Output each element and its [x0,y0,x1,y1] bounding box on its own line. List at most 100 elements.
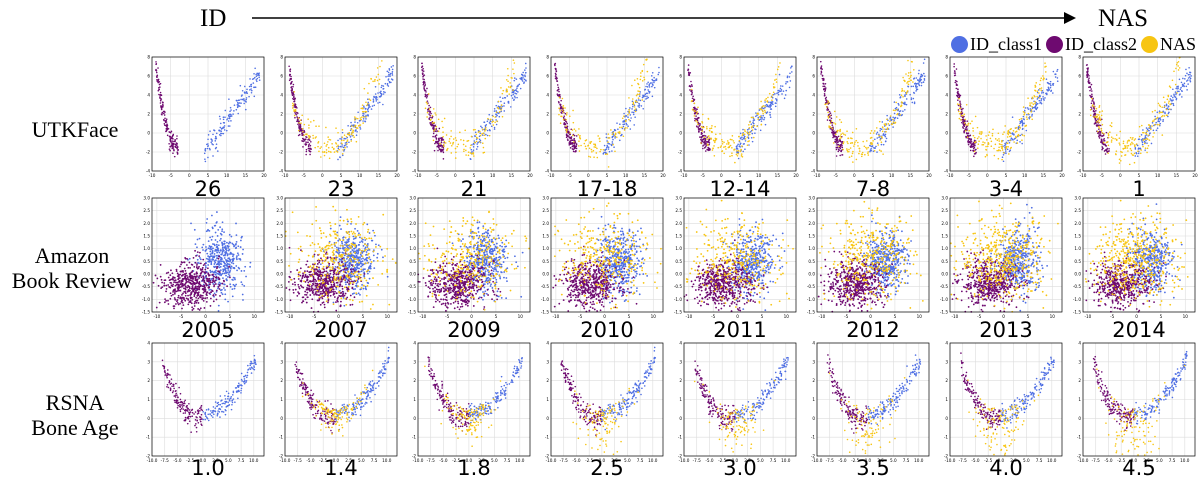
scatter-point [640,72,642,74]
scatter-point [1119,159,1121,161]
scatter-point [424,88,426,90]
scatter-point [887,123,889,125]
scatter-point [707,150,709,152]
scatter-point [430,113,432,115]
scatter-point [695,118,697,120]
column-label: 12-14 [709,177,770,201]
scatter-point [960,112,962,114]
scatter-point [1154,124,1156,126]
scatter-point [172,140,174,142]
scatter-point [1037,90,1039,92]
scatter-point [775,106,777,108]
scatter-point [850,137,852,139]
scatter-point [1170,95,1172,97]
scatter-point [426,88,428,90]
scatter-point [297,119,299,121]
scatter-point [496,111,498,113]
scatter-point [727,140,729,142]
scatter-point [426,102,428,104]
scatter-point [210,141,212,143]
scatter-point [495,119,497,121]
scatter-point [702,135,704,137]
scatter-point [331,143,333,145]
scatter-point [251,92,253,94]
scatter-point [377,102,379,104]
scatter-point [1097,120,1099,122]
scatter-point [747,133,749,135]
scatter-point [880,150,882,152]
scatter-point [579,135,581,137]
scatter-point [1164,106,1166,108]
scatter-point [643,64,645,66]
scatter-point [747,136,749,138]
scatter-point [886,119,888,121]
scatter-point [1029,104,1031,106]
scatter-point [1087,72,1089,74]
scatter-point [836,139,838,141]
scatter-point [494,121,496,123]
scatter-point [566,127,568,129]
scatter-point [209,149,211,151]
scatter-point [377,92,379,94]
scatter-point [691,92,693,94]
scatter-point [1039,84,1041,86]
scatter-point [625,120,627,122]
scatter-point [232,255,234,257]
scatter-point [159,97,161,99]
scatter-point [1040,77,1042,79]
scatter-point [344,134,346,136]
scatter-point [1126,145,1128,147]
scatter-point [772,104,774,106]
scatter-point [310,148,312,150]
scatter-point [647,89,649,91]
scatter-point [702,122,704,124]
scatter-point [587,145,589,147]
scatter-point [968,123,970,125]
scatter-point [1146,130,1148,132]
scatter-point [591,141,593,143]
scatter-point [327,141,329,143]
y-tick-label: 4 [413,93,416,98]
y-tick-label: 6 [812,74,815,79]
scatter-point [227,117,229,119]
scatter-point [644,89,646,91]
scatter-point [173,143,175,145]
scatter-point [831,124,833,126]
scatter-panel: -10 -5 0 5 10 15 20-4-20246812-14 [678,55,799,202]
scatter-point [473,129,475,131]
scatter-point [202,249,204,251]
scatter-point [1035,82,1037,84]
scatter-point [994,155,996,157]
scatter-point [1185,86,1187,88]
scatter-point [200,258,202,260]
scatter-point [224,110,226,112]
scatter-point [900,110,902,112]
scatter-point [1168,105,1170,107]
scatter-grid: -10 -5 0 5 10 15 20-4-20246826-10 -5 0 5 10 15 20-4-… [0,0,1204,490]
scatter-point [1033,95,1035,97]
scatter-point [1039,88,1041,90]
scatter-point [869,151,871,153]
scatter-point [507,80,509,82]
scatter-point [875,146,877,148]
scatter-point [576,135,578,137]
scatter-point [878,135,880,137]
scatter-point [1031,109,1033,111]
scatter-point [596,148,598,150]
scatter-point [171,131,173,133]
scatter-point [460,139,462,141]
scatter-point [212,236,214,238]
scatter-point [574,128,576,130]
scatter-point [590,156,592,158]
scatter-point [898,104,900,106]
scatter-point [360,119,362,121]
scatter-point [1148,130,1150,132]
scatter-point [633,112,635,114]
scatter-point [309,154,311,156]
scatter-point [570,147,572,149]
scatter-point [1172,79,1174,81]
scatter-point [764,99,766,101]
scatter-point [752,117,754,119]
scatter-point [326,144,328,146]
scatter-point [223,283,225,285]
